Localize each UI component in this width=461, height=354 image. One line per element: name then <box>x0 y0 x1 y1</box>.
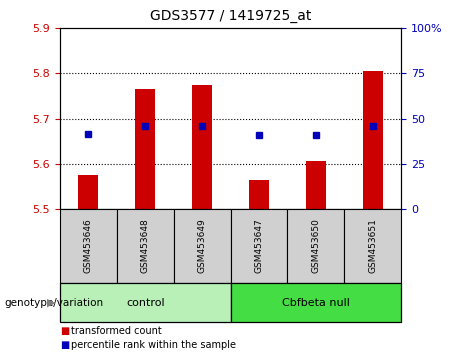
Text: percentile rank within the sample: percentile rank within the sample <box>71 340 236 350</box>
Text: GSM453646: GSM453646 <box>84 219 93 273</box>
Text: GSM453647: GSM453647 <box>254 219 263 273</box>
Text: genotype/variation: genotype/variation <box>5 298 104 308</box>
Text: transformed count: transformed count <box>71 326 162 336</box>
Text: GSM453650: GSM453650 <box>311 218 320 274</box>
Text: GSM453648: GSM453648 <box>141 219 150 273</box>
Bar <box>306 161 326 209</box>
Text: GDS3577 / 1419725_at: GDS3577 / 1419725_at <box>150 9 311 23</box>
Text: ▶: ▶ <box>47 298 55 308</box>
Bar <box>135 89 155 209</box>
Text: ■: ■ <box>60 340 69 350</box>
Text: Cbfbeta null: Cbfbeta null <box>282 298 350 308</box>
Text: GSM453649: GSM453649 <box>198 219 207 273</box>
Bar <box>78 175 98 209</box>
Text: ■: ■ <box>60 326 69 336</box>
Bar <box>192 85 212 209</box>
Bar <box>363 71 383 209</box>
Bar <box>249 179 269 209</box>
Text: GSM453651: GSM453651 <box>368 218 377 274</box>
Text: control: control <box>126 298 165 308</box>
